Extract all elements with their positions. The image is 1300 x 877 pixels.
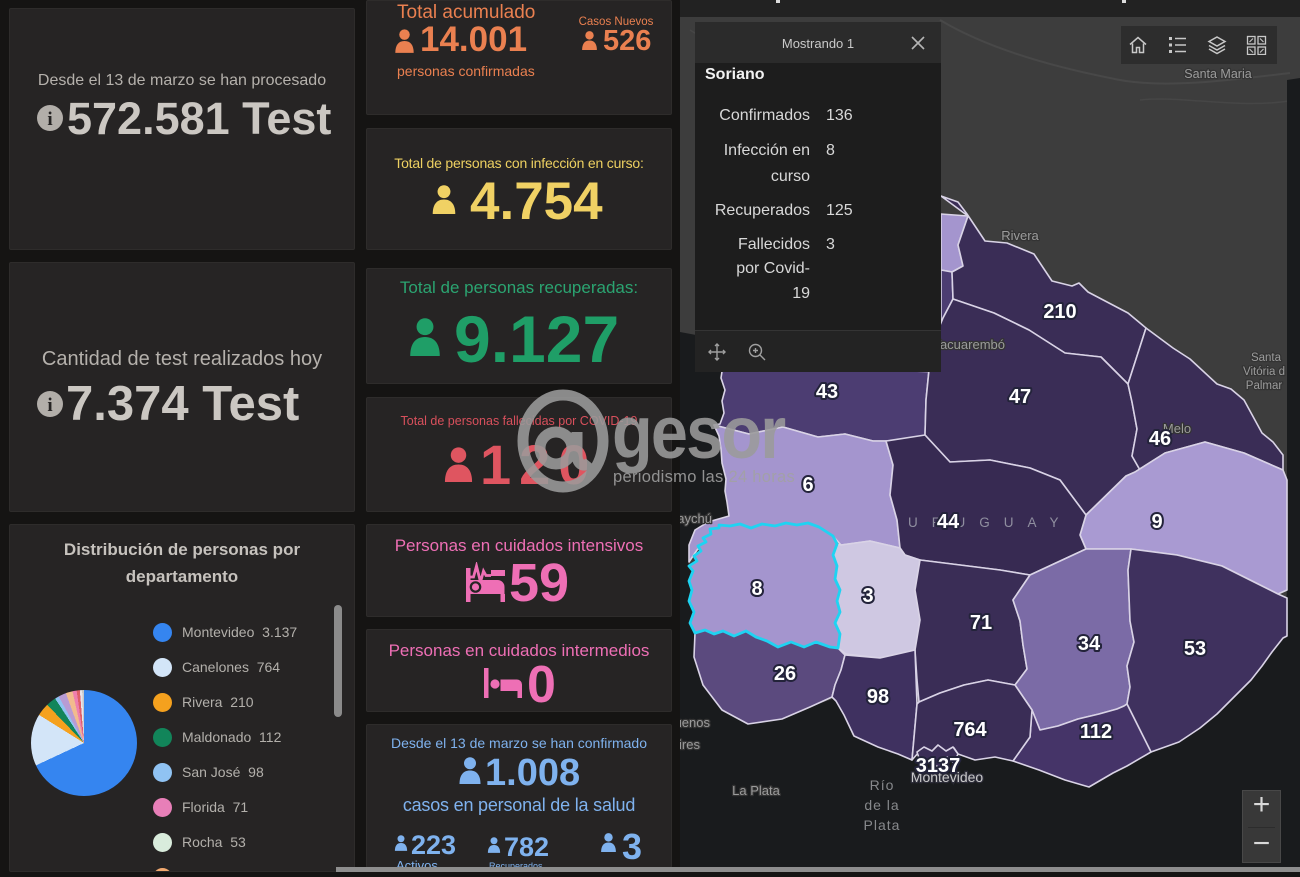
svg-text:URUGUAY: URUGUAY	[908, 515, 1073, 530]
svg-text:Aires: Aires	[680, 737, 700, 752]
svg-text:46: 46	[1149, 428, 1171, 450]
svg-text:Tacuarembó: Tacuarembó	[933, 337, 1005, 352]
svg-text:Gualeguaychú: Gualeguaychú	[680, 511, 712, 526]
svg-text:43: 43	[816, 381, 838, 403]
svg-text:53: 53	[1184, 638, 1206, 660]
svg-text:La Plata: La Plata	[732, 783, 780, 798]
svg-text:Palmar: Palmar	[1246, 380, 1283, 392]
svg-text:71: 71	[970, 612, 992, 634]
svg-text:Santa Maria: Santa Maria	[1184, 67, 1251, 81]
svg-text:i: i	[47, 395, 52, 416]
svg-text:Plata: Plata	[864, 817, 901, 833]
svg-text:3137: 3137	[916, 755, 961, 777]
svg-text:Buenos: Buenos	[680, 715, 710, 730]
svg-text:i: i	[47, 109, 52, 130]
svg-text:44: 44	[937, 511, 960, 533]
svg-text:Montevideo: Montevideo	[911, 769, 984, 785]
svg-text:6: 6	[802, 474, 813, 496]
svg-text:3: 3	[862, 585, 873, 607]
svg-text:Río: Río	[870, 777, 895, 793]
svg-text:764: 764	[953, 719, 987, 741]
svg-text:de la: de la	[864, 797, 899, 813]
svg-text:9: 9	[1151, 511, 1162, 533]
svg-text:47: 47	[1009, 386, 1031, 408]
svg-text:Vitória d: Vitória d	[1243, 366, 1285, 378]
svg-text:Rivera: Rivera	[1001, 228, 1039, 243]
svg-text:112: 112	[1080, 721, 1112, 743]
svg-text:Melo: Melo	[1163, 421, 1191, 436]
svg-text:98: 98	[867, 686, 889, 708]
svg-text:210: 210	[1043, 301, 1076, 323]
svg-text:8: 8	[751, 578, 762, 600]
svg-text:Santa: Santa	[1251, 352, 1282, 364]
svg-text:26: 26	[774, 663, 796, 685]
svg-text:34: 34	[1078, 633, 1101, 655]
